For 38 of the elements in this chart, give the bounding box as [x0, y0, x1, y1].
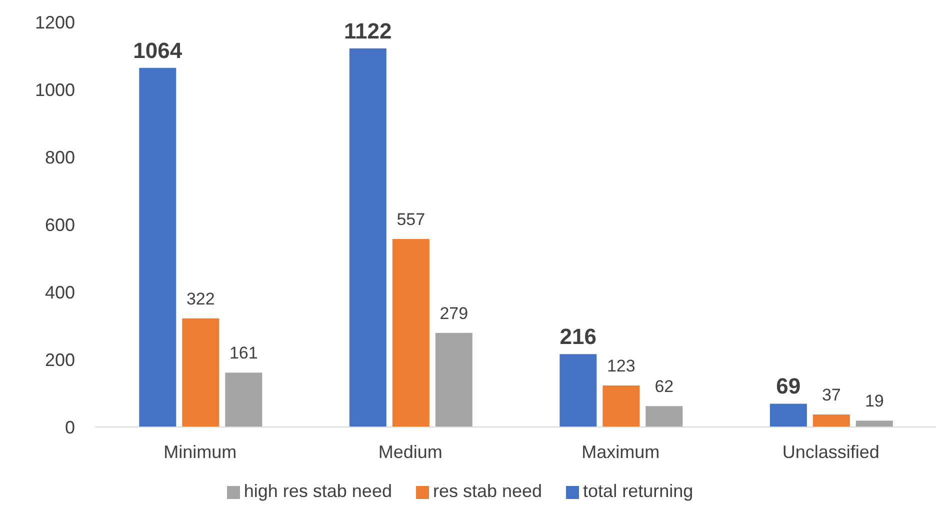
- x-tick-label: Maximum: [582, 442, 660, 462]
- legend-label: high res stab need: [244, 481, 392, 501]
- bar: [225, 372, 262, 427]
- data-label: 1122: [344, 18, 392, 44]
- data-label: 216: [560, 324, 597, 350]
- data-label: 62: [654, 377, 674, 396]
- bar: [435, 332, 472, 427]
- bar: [349, 48, 386, 427]
- y-tick-label: 400: [44, 282, 75, 302]
- x-tick-label: Medium: [378, 442, 442, 462]
- y-tick-label: 0: [64, 417, 75, 438]
- data-label: 322: [186, 289, 215, 308]
- y-tick-label: 1000: [34, 80, 75, 100]
- bar: [560, 354, 597, 427]
- bar: [392, 239, 430, 427]
- data-label: 1064: [133, 38, 183, 63]
- x-tick-label: Minimum: [164, 442, 237, 462]
- bar: [856, 420, 893, 427]
- legend-label: total returning: [583, 481, 694, 501]
- bar: [812, 414, 850, 427]
- data-label: 557: [396, 210, 426, 230]
- y-tick-label: 600: [44, 214, 75, 235]
- bar: [602, 385, 640, 427]
- data-label: 123: [606, 356, 636, 376]
- x-tick-label: Unclassified: [782, 442, 880, 462]
- y-tick-label: 800: [44, 147, 75, 168]
- bar: [139, 68, 176, 427]
- data-label: 279: [440, 304, 468, 323]
- data-label: 161: [229, 344, 258, 363]
- data-label: 69: [776, 374, 801, 399]
- legend-label: res stab need: [432, 481, 542, 501]
- data-label: 37: [822, 386, 841, 405]
- bar: [182, 318, 220, 427]
- bar: [770, 404, 807, 427]
- data-label: 19: [864, 392, 884, 411]
- bar: [646, 406, 683, 427]
- y-tick-label: 1200: [34, 12, 75, 32]
- y-tick-label: 200: [44, 350, 75, 370]
